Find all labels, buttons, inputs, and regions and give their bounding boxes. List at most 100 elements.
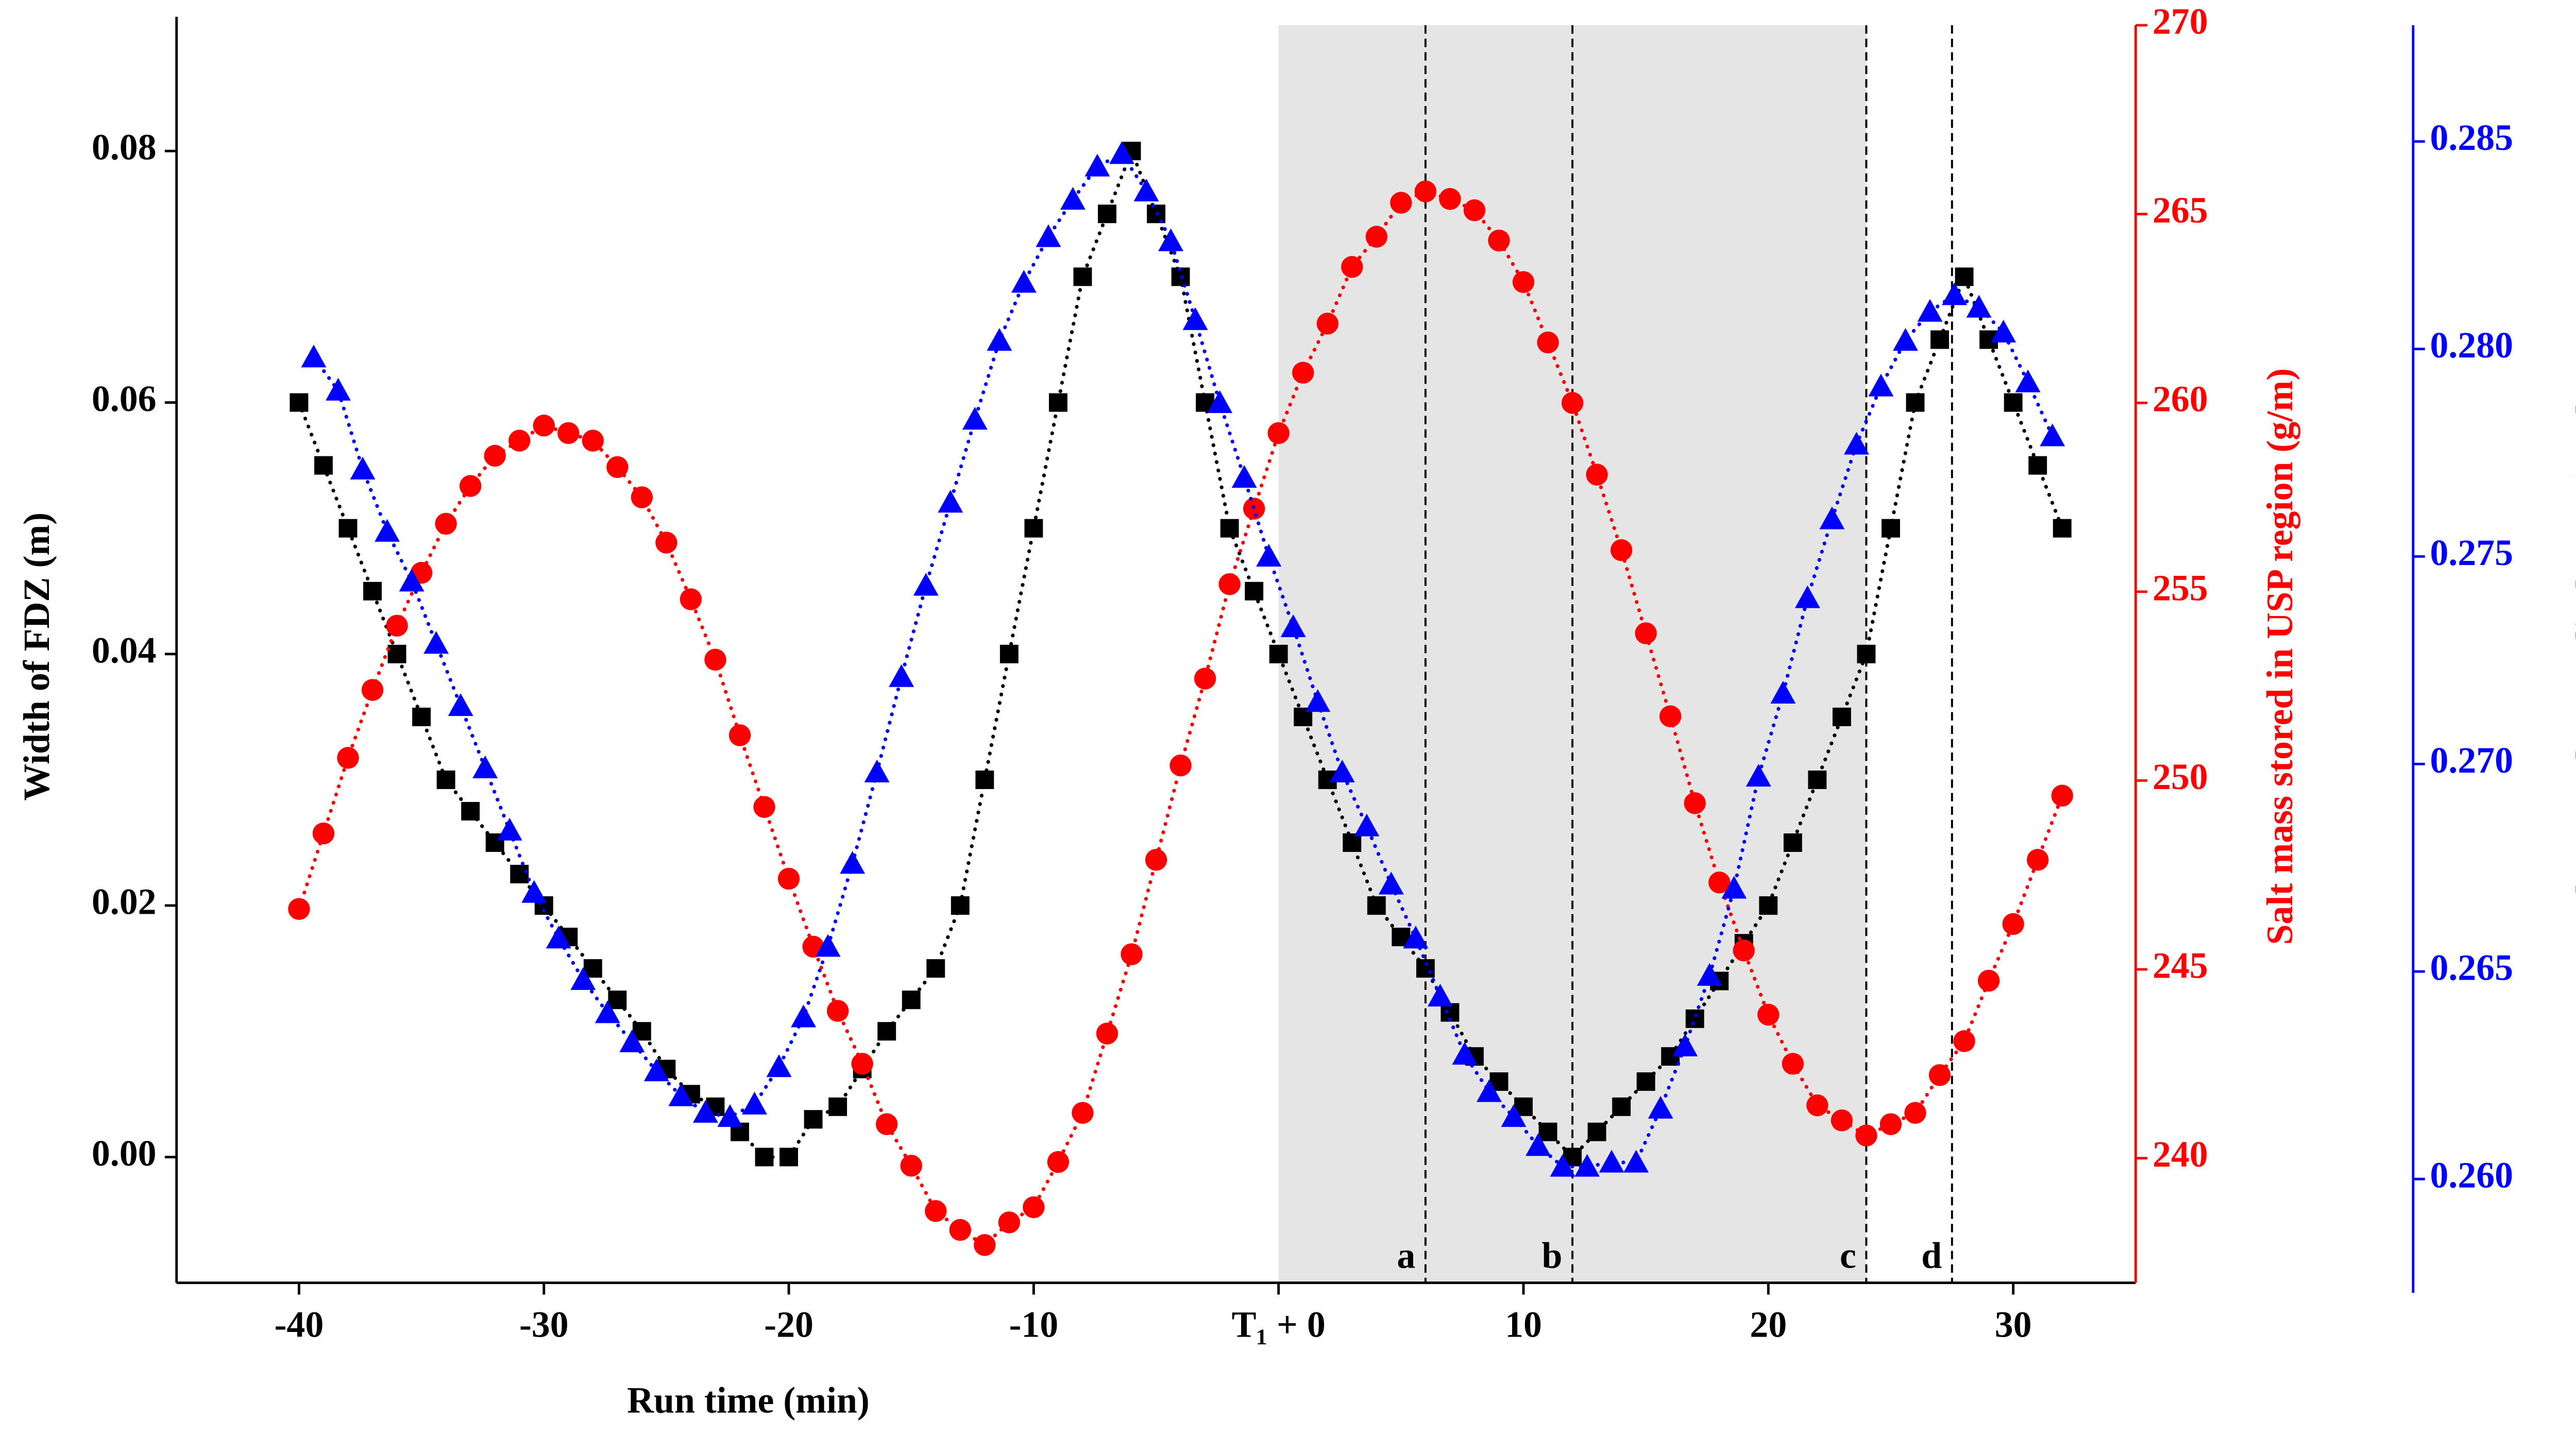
data-point — [1231, 465, 1257, 488]
data-point — [1060, 186, 1086, 210]
data-point — [1977, 969, 2000, 992]
data-point — [1745, 763, 1771, 787]
data-point — [643, 1058, 669, 1082]
data-point — [375, 519, 400, 542]
data-point — [1806, 1094, 1828, 1117]
data-point — [1024, 519, 1043, 538]
data-point — [2053, 519, 2072, 538]
data-point — [436, 770, 455, 789]
x-tick-label: -10 — [1009, 1304, 1059, 1345]
data-point — [704, 648, 726, 671]
data-point — [1011, 270, 1037, 293]
data-point — [1966, 295, 1992, 318]
data-point — [337, 747, 359, 769]
x-tick-label: T₁ + 0 — [1232, 1304, 1326, 1345]
data-point — [1610, 539, 1633, 561]
data-point — [1659, 705, 1682, 728]
data-point — [1819, 506, 1845, 529]
y-tick-label: 0.06 — [92, 378, 157, 419]
data-point — [361, 679, 384, 701]
data-point — [791, 1004, 817, 1028]
data-point — [1048, 393, 1067, 412]
data-point — [1855, 1124, 1877, 1147]
data-point — [1708, 871, 1731, 894]
x-axis-title: Run time (min) — [627, 1379, 870, 1421]
data-point — [1879, 1113, 1902, 1135]
data-point — [1759, 896, 1778, 915]
data-point — [1857, 644, 1876, 663]
data-point — [987, 328, 1012, 351]
data-point — [1329, 759, 1355, 783]
data-point — [290, 393, 309, 412]
data-point — [510, 865, 529, 884]
data-point — [1341, 256, 1363, 278]
data-point — [1267, 422, 1290, 445]
data-point — [1343, 833, 1362, 852]
data-point — [1930, 330, 1950, 349]
data-point — [570, 967, 596, 990]
data-point — [1427, 984, 1453, 1007]
data-point — [1365, 226, 1388, 248]
data-point — [1023, 1196, 1045, 1219]
data-point — [1537, 331, 1559, 354]
data-point — [889, 664, 914, 687]
data-point — [2026, 849, 2049, 871]
data-point — [755, 1148, 774, 1167]
data-point — [815, 934, 841, 957]
data-point — [1452, 1041, 1478, 1065]
data-point — [1121, 943, 1143, 965]
data-point — [1770, 680, 1796, 704]
data-point — [1991, 319, 2016, 343]
data-point — [484, 445, 506, 467]
data-point — [1550, 1154, 1575, 1177]
data-point — [864, 759, 890, 783]
data-point — [1697, 963, 1722, 986]
data-point — [472, 755, 498, 779]
data-point — [412, 707, 431, 726]
y3-tick-label: 0.260 — [2430, 1155, 2514, 1196]
y3-tick-label: 0.285 — [2430, 117, 2514, 158]
data-point — [2002, 913, 2024, 935]
data-point — [1599, 1150, 1624, 1173]
data-point — [1757, 1003, 1780, 1026]
marker-label: b — [1542, 1235, 1563, 1276]
data-point — [1783, 833, 1802, 852]
data-point — [728, 724, 751, 746]
data-point — [1733, 939, 1755, 962]
y3-tick-label: 0.275 — [2430, 532, 2514, 573]
data-point — [1831, 1109, 1853, 1132]
y2-tick-label: 270 — [2153, 1, 2208, 42]
data-point — [1808, 770, 1827, 789]
data-point — [1488, 229, 1510, 252]
x-tick-label: -30 — [519, 1304, 569, 1345]
data-point — [779, 1148, 798, 1167]
data-point — [999, 644, 1019, 663]
data-point — [1439, 188, 1461, 210]
marker-label: c — [1840, 1235, 1856, 1276]
data-point — [717, 1104, 743, 1127]
y2-tick-label: 250 — [2153, 756, 2208, 797]
x-tick-label: 20 — [1750, 1304, 1787, 1345]
data-point — [1463, 199, 1486, 221]
data-point — [655, 532, 677, 554]
data-point — [1182, 307, 1208, 330]
data-point — [1073, 267, 1092, 286]
data-point — [1586, 464, 1608, 486]
y2-tick-label: 240 — [2153, 1134, 2208, 1175]
data-point — [461, 802, 480, 820]
data-point — [1476, 1079, 1502, 1102]
data-point — [2028, 456, 2047, 475]
data-point — [1843, 432, 1869, 455]
data-point — [1868, 373, 1894, 397]
data-point — [877, 1022, 896, 1041]
data-point — [1882, 519, 1900, 538]
data-point — [900, 1155, 922, 1177]
data-point — [1904, 1102, 1926, 1124]
data-point — [1953, 1030, 1975, 1052]
data-point — [1390, 192, 1412, 214]
data-point — [363, 582, 382, 601]
data-point — [1084, 153, 1110, 177]
data-point — [692, 1100, 718, 1123]
data-point — [288, 898, 310, 920]
